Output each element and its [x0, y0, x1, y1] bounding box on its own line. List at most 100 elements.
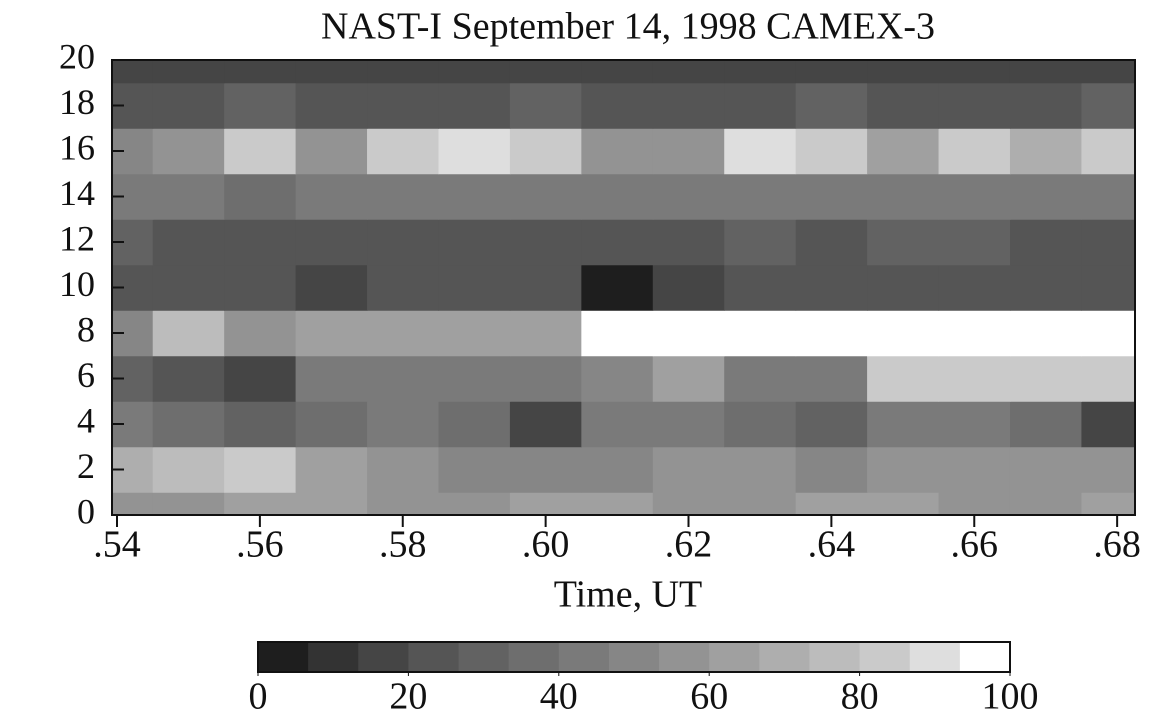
contour-cell	[867, 355, 940, 402]
contour-cell	[724, 264, 797, 311]
contour-cell	[438, 264, 511, 311]
x-axis-label: Time, UT	[554, 574, 703, 616]
colorbar-band	[859, 642, 911, 672]
contour-cell	[581, 173, 654, 220]
contour-cell	[224, 219, 297, 266]
contour-cell	[581, 310, 654, 357]
contour-cell	[581, 446, 654, 493]
contour-cell	[367, 446, 439, 493]
contour-cell	[724, 310, 797, 357]
contour-cell	[724, 492, 797, 515]
colorbar-band	[608, 642, 660, 672]
contour-cell	[867, 264, 940, 311]
contour-cell	[224, 173, 297, 220]
contour-cell	[1081, 310, 1135, 357]
contour-cell	[581, 82, 654, 129]
contour-cell	[509, 82, 582, 129]
contour-cell	[867, 60, 940, 84]
colorbar-band	[308, 642, 359, 672]
contour-cell	[795, 310, 868, 357]
x-tick-label: .62	[665, 524, 713, 566]
contour-cell	[724, 173, 797, 220]
contour-cell	[1081, 492, 1135, 515]
contour-cell	[367, 492, 439, 515]
contour-cell	[1081, 446, 1135, 493]
contour-cell	[795, 60, 868, 84]
contour-cell	[795, 264, 868, 311]
contour-cell	[1009, 401, 1082, 448]
x-tick-label: .66	[951, 524, 999, 566]
y-tick-label: 10	[59, 264, 95, 304]
colorbar-tick-label: 40	[540, 676, 578, 718]
x-tick-label: .64	[808, 524, 856, 566]
contour-cell	[724, 446, 797, 493]
contour-cell	[724, 355, 797, 402]
contour-cell	[509, 264, 582, 311]
contour-cell	[509, 219, 582, 266]
contour-cell	[581, 355, 654, 402]
contour-cell	[724, 219, 797, 266]
contour-cell	[1009, 173, 1082, 220]
y-tick-label: 12	[59, 218, 95, 258]
colorbar-band	[558, 642, 610, 672]
y-tick-label: 4	[77, 400, 95, 440]
contour-cell	[509, 446, 582, 493]
contour-cell	[509, 173, 582, 220]
chart-title: NAST-I September 14, 1998 CAMEX-3	[321, 6, 935, 48]
contour-cell	[367, 128, 439, 175]
contour-cell	[795, 492, 868, 515]
contour-cell	[867, 173, 940, 220]
contour-cell	[509, 310, 582, 357]
contour-cell	[224, 60, 297, 84]
contour-cell	[1009, 219, 1082, 266]
contour-cell	[152, 401, 225, 448]
contour-cell	[938, 310, 1011, 357]
contour-cell	[152, 310, 225, 357]
contour-cell	[295, 492, 368, 515]
contour-cell	[152, 60, 225, 84]
colorbar-band	[909, 642, 961, 672]
contour-cell	[867, 310, 940, 357]
contour-cell	[367, 60, 439, 84]
x-tick-label: .56	[236, 524, 284, 566]
contour-cell	[867, 219, 940, 266]
contour-cell	[152, 173, 225, 220]
contour-cell	[438, 355, 511, 402]
colorbar-tick-label: 80	[841, 676, 879, 718]
contour-cell	[867, 492, 940, 515]
contour-cell	[295, 82, 368, 129]
y-tick-label: 0	[77, 491, 95, 531]
colorbar-band	[959, 642, 1011, 672]
contour-cell	[795, 355, 868, 402]
contour-cell	[724, 60, 797, 84]
contour-cell	[295, 128, 368, 175]
contour-cell	[224, 492, 297, 515]
contour-cell	[367, 219, 439, 266]
contour-cell	[938, 128, 1011, 175]
y-tick-label: 20	[59, 36, 95, 76]
contour-cell	[652, 219, 725, 266]
contour-cell	[438, 128, 511, 175]
contour-cell	[795, 82, 868, 129]
contour-cell	[509, 401, 582, 448]
colorbar-band	[759, 642, 810, 672]
contour-cell	[224, 355, 297, 402]
colorbar-band	[508, 642, 560, 672]
contour-cell	[938, 173, 1011, 220]
contour-cell	[938, 355, 1011, 402]
contour-cell	[509, 60, 582, 84]
contour-cell	[438, 446, 511, 493]
contour-cell	[867, 401, 940, 448]
contour-cell	[724, 82, 797, 129]
contour-cell	[1009, 82, 1082, 129]
colorbar-band	[709, 642, 760, 672]
contour-cell	[367, 401, 439, 448]
contour-cell	[438, 82, 511, 129]
contour-cell	[938, 60, 1011, 84]
contour-cell	[438, 173, 511, 220]
contour-cell	[152, 355, 225, 402]
contour-cell	[795, 446, 868, 493]
contour-cell	[438, 492, 511, 515]
contour-cell	[1009, 60, 1082, 84]
